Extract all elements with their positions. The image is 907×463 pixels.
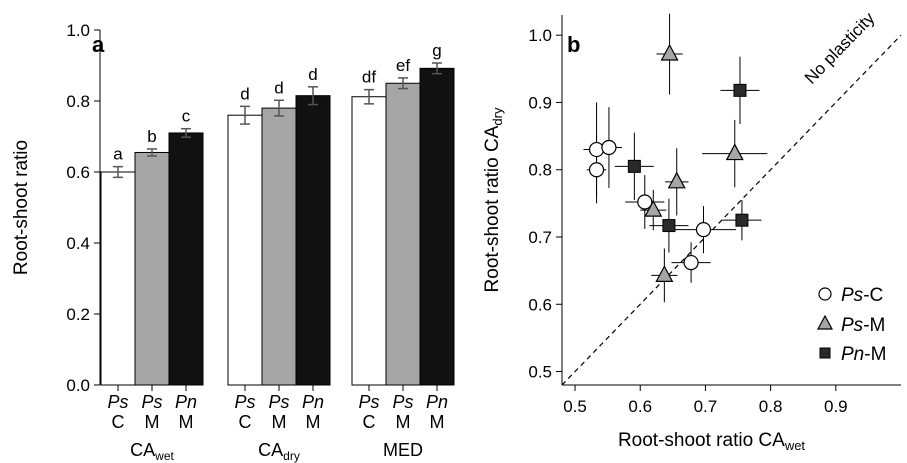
bar-species-label: Ps: [268, 392, 289, 412]
significance-letter: d: [308, 65, 317, 84]
significance-letter: d: [274, 78, 283, 97]
bar: [385, 82, 421, 386]
data-point: [637, 194, 653, 210]
no-plasticity-line: [561, 34, 902, 386]
bar: [100, 171, 136, 386]
significance-letter: ef: [396, 56, 410, 75]
data-point: [588, 141, 605, 158]
data-point: [662, 219, 676, 233]
bar-origin-label: C: [363, 412, 376, 432]
data-point: [667, 171, 686, 189]
y-tick-label: 0.2: [66, 305, 90, 324]
legend-marker: [819, 347, 831, 359]
bar-species-label: Pn: [302, 392, 324, 412]
data-point: [644, 199, 663, 217]
data-point: [725, 143, 744, 161]
significance-letter: a: [113, 145, 123, 164]
bar: [261, 107, 297, 386]
y-axis-label: Root-shoot ratio CAdry: [482, 107, 505, 292]
bar-origin-label: M: [430, 412, 445, 432]
bar: [134, 151, 170, 386]
bar-species-label: Ps: [141, 392, 162, 412]
x-tick-label: 0.9: [824, 397, 848, 416]
bar-origin-label: M: [306, 412, 321, 432]
y-tick-label: 0.5: [528, 363, 552, 382]
panel-b-label: b: [567, 32, 580, 57]
group-label: CAdry: [258, 440, 300, 463]
y-tick-label: 0.8: [66, 92, 90, 111]
y-tick-label: 0.9: [528, 93, 552, 112]
bar: [295, 95, 331, 386]
bar-species-label: Ps: [107, 392, 128, 412]
y-tick-label: 0.7: [528, 228, 552, 247]
bar-origin-label: M: [396, 412, 411, 432]
x-tick-label: 0.5: [563, 397, 587, 416]
scatter-chart-panel: 0.5 0.6 0.7 0.8 0.9 1.0 0.5 0.6 0.7 0.8 0.9 Root-sh…: [482, 8, 902, 453]
y-tick-label: 0.8: [528, 161, 552, 180]
data-point: [735, 213, 749, 227]
bar-species-label: Pn: [426, 392, 448, 412]
legend-marker: [818, 287, 832, 301]
x-tick-label: 0.6: [628, 397, 652, 416]
y-axis-label: Root-shoot ratio: [11, 140, 32, 275]
data-point: [733, 83, 747, 97]
bar-species-label: Ps: [358, 392, 379, 412]
significance-letter: g: [432, 41, 441, 60]
x-tick-label: 0.7: [694, 397, 718, 416]
no-plasticity-label: No plasticity: [801, 8, 879, 87]
data-point: [601, 139, 617, 156]
bar: [168, 132, 204, 386]
significance-letter: b: [147, 127, 156, 146]
bar-origin-label: M: [179, 412, 194, 432]
x-axis-label: Root-shoot ratio CAwet: [618, 430, 805, 453]
group-label: CAwet: [130, 440, 174, 463]
data-point: [588, 162, 605, 178]
bar: [419, 67, 455, 386]
y-tick-label: 0.6: [66, 163, 90, 182]
bar-species-label: Pn: [175, 392, 197, 412]
significance-letter: c: [182, 107, 191, 126]
y-tick-label: 0.4: [66, 234, 90, 253]
bar-origin-label: M: [145, 412, 160, 432]
significance-letter: d: [240, 84, 249, 103]
legend-marker: [816, 314, 834, 330]
bar-species-label: Ps: [392, 392, 413, 412]
legend-label: Ps-C: [841, 285, 883, 306]
y-tick-label: 0.0: [66, 376, 90, 395]
significance-letter: df: [362, 68, 376, 87]
bar-origin-label: C: [239, 412, 252, 432]
bar-origin-label: M: [272, 412, 287, 432]
x-tick-label: 0.8: [759, 397, 783, 416]
y-tick-label: 0.6: [528, 295, 552, 314]
bar-origin-label: C: [112, 412, 125, 432]
data-point: [627, 159, 641, 173]
bar: [227, 114, 263, 386]
legend-label: Ps-M: [841, 315, 885, 336]
data-point: [655, 265, 674, 282]
legend-label: Pn-M: [841, 344, 886, 365]
bar: [351, 96, 387, 386]
group-label: MED: [383, 440, 423, 460]
data-point: [695, 222, 712, 238]
panel-a-label: a: [92, 32, 105, 57]
y-tick-label: 1.0: [528, 26, 552, 45]
y-tick-label: 1.0: [66, 21, 90, 40]
data-point: [683, 254, 699, 271]
bar-species-label: Ps: [234, 392, 255, 412]
data-point: [660, 43, 679, 61]
